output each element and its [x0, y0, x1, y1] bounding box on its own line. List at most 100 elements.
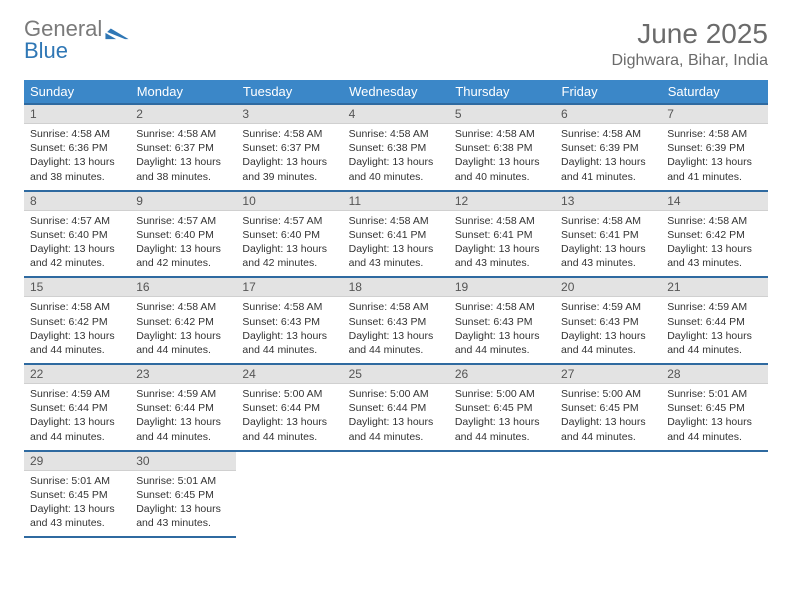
calendar-day-cell: 12Sunrise: 4:58 AMSunset: 6:41 PMDayligh… [449, 191, 555, 278]
day-number: 18 [343, 278, 449, 297]
day-number: 30 [130, 452, 236, 471]
sunset-text: Sunset: 6:40 PM [242, 228, 336, 242]
day-number: 2 [130, 105, 236, 124]
daylight-text: Daylight: 13 hours and 44 minutes. [30, 415, 124, 443]
daylight-text: Daylight: 13 hours and 44 minutes. [242, 329, 336, 357]
sunrise-text: Sunrise: 4:58 AM [136, 127, 230, 141]
day-details: Sunrise: 4:58 AMSunset: 6:38 PMDaylight:… [449, 124, 555, 190]
calendar-day-cell: 9Sunrise: 4:57 AMSunset: 6:40 PMDaylight… [130, 191, 236, 278]
sunset-text: Sunset: 6:43 PM [242, 315, 336, 329]
sunset-text: Sunset: 6:43 PM [349, 315, 443, 329]
day-details: Sunrise: 4:58 AMSunset: 6:42 PMDaylight:… [661, 211, 767, 277]
daylight-text: Daylight: 13 hours and 42 minutes. [30, 242, 124, 270]
logo-word-general: General [24, 18, 102, 40]
daylight-text: Daylight: 13 hours and 41 minutes. [561, 155, 655, 183]
daylight-text: Daylight: 13 hours and 42 minutes. [136, 242, 230, 270]
sunrise-text: Sunrise: 5:01 AM [136, 474, 230, 488]
day-details: Sunrise: 4:58 AMSunset: 6:37 PMDaylight:… [236, 124, 342, 190]
calendar-day-cell: 27Sunrise: 5:00 AMSunset: 6:45 PMDayligh… [555, 364, 661, 451]
sunset-text: Sunset: 6:45 PM [136, 488, 230, 502]
day-details: Sunrise: 4:58 AMSunset: 6:38 PMDaylight:… [343, 124, 449, 190]
sunrise-text: Sunrise: 4:59 AM [561, 300, 655, 314]
calendar-day-cell: 28Sunrise: 5:01 AMSunset: 6:45 PMDayligh… [661, 364, 767, 451]
day-details: Sunrise: 5:00 AMSunset: 6:45 PMDaylight:… [449, 384, 555, 450]
calendar-day-cell: 18Sunrise: 4:58 AMSunset: 6:43 PMDayligh… [343, 277, 449, 364]
day-number: 7 [661, 105, 767, 124]
sunrise-text: Sunrise: 4:58 AM [667, 214, 761, 228]
sunrise-text: Sunrise: 4:58 AM [455, 127, 549, 141]
day-number: 5 [449, 105, 555, 124]
day-number: 17 [236, 278, 342, 297]
sunrise-text: Sunrise: 4:58 AM [30, 300, 124, 314]
sunrise-text: Sunrise: 4:58 AM [349, 214, 443, 228]
day-details: Sunrise: 5:01 AMSunset: 6:45 PMDaylight:… [130, 471, 236, 537]
daylight-text: Daylight: 13 hours and 44 minutes. [136, 415, 230, 443]
day-number: 21 [661, 278, 767, 297]
sunrise-text: Sunrise: 4:58 AM [349, 300, 443, 314]
logo-mark-icon [104, 24, 130, 40]
calendar-day-cell: 19Sunrise: 4:58 AMSunset: 6:43 PMDayligh… [449, 277, 555, 364]
sunset-text: Sunset: 6:44 PM [242, 401, 336, 415]
sunrise-text: Sunrise: 5:01 AM [667, 387, 761, 401]
sunset-text: Sunset: 6:42 PM [667, 228, 761, 242]
logo: GeneralBlue [24, 18, 130, 62]
sunset-text: Sunset: 6:37 PM [242, 141, 336, 155]
sunset-text: Sunset: 6:45 PM [561, 401, 655, 415]
daylight-text: Daylight: 13 hours and 43 minutes. [667, 242, 761, 270]
sunset-text: Sunset: 6:42 PM [136, 315, 230, 329]
weekday-header: Thursday [449, 80, 555, 104]
day-details: Sunrise: 4:58 AMSunset: 6:42 PMDaylight:… [130, 297, 236, 363]
daylight-text: Daylight: 13 hours and 44 minutes. [136, 329, 230, 357]
sunset-text: Sunset: 6:39 PM [561, 141, 655, 155]
calendar-day-cell: 24Sunrise: 5:00 AMSunset: 6:44 PMDayligh… [236, 364, 342, 451]
calendar-day-cell: 29Sunrise: 5:01 AMSunset: 6:45 PMDayligh… [24, 451, 130, 538]
calendar-day-cell: 21Sunrise: 4:59 AMSunset: 6:44 PMDayligh… [661, 277, 767, 364]
calendar-day-cell: 17Sunrise: 4:58 AMSunset: 6:43 PMDayligh… [236, 277, 342, 364]
sunrise-text: Sunrise: 4:58 AM [455, 300, 549, 314]
day-details: Sunrise: 4:57 AMSunset: 6:40 PMDaylight:… [236, 211, 342, 277]
calendar-week-row: 15Sunrise: 4:58 AMSunset: 6:42 PMDayligh… [24, 277, 768, 364]
sunset-text: Sunset: 6:45 PM [667, 401, 761, 415]
daylight-text: Daylight: 13 hours and 43 minutes. [30, 502, 124, 530]
sunset-text: Sunset: 6:44 PM [349, 401, 443, 415]
calendar-day-cell: 20Sunrise: 4:59 AMSunset: 6:43 PMDayligh… [555, 277, 661, 364]
weekday-header: Sunday [24, 80, 130, 104]
daylight-text: Daylight: 13 hours and 38 minutes. [136, 155, 230, 183]
daylight-text: Daylight: 13 hours and 38 minutes. [30, 155, 124, 183]
calendar-day-cell: 10Sunrise: 4:57 AMSunset: 6:40 PMDayligh… [236, 191, 342, 278]
day-details: Sunrise: 4:58 AMSunset: 6:41 PMDaylight:… [343, 211, 449, 277]
calendar-week-row: 22Sunrise: 4:59 AMSunset: 6:44 PMDayligh… [24, 364, 768, 451]
calendar-day-cell: 5Sunrise: 4:58 AMSunset: 6:38 PMDaylight… [449, 104, 555, 191]
day-number: 15 [24, 278, 130, 297]
weekday-header: Wednesday [343, 80, 449, 104]
sunrise-text: Sunrise: 4:58 AM [30, 127, 124, 141]
calendar-day-cell: 6Sunrise: 4:58 AMSunset: 6:39 PMDaylight… [555, 104, 661, 191]
daylight-text: Daylight: 13 hours and 43 minutes. [561, 242, 655, 270]
day-details: Sunrise: 4:58 AMSunset: 6:39 PMDaylight:… [661, 124, 767, 190]
calendar-table: Sunday Monday Tuesday Wednesday Thursday… [24, 80, 768, 538]
calendar-day-cell: 14Sunrise: 4:58 AMSunset: 6:42 PMDayligh… [661, 191, 767, 278]
day-details: Sunrise: 4:58 AMSunset: 6:41 PMDaylight:… [555, 211, 661, 277]
day-details: Sunrise: 4:58 AMSunset: 6:36 PMDaylight:… [24, 124, 130, 190]
day-details: Sunrise: 4:59 AMSunset: 6:43 PMDaylight:… [555, 297, 661, 363]
calendar-day-cell: 3Sunrise: 4:58 AMSunset: 6:37 PMDaylight… [236, 104, 342, 191]
calendar-week-row: 29Sunrise: 5:01 AMSunset: 6:45 PMDayligh… [24, 451, 768, 538]
sunset-text: Sunset: 6:41 PM [349, 228, 443, 242]
daylight-text: Daylight: 13 hours and 39 minutes. [242, 155, 336, 183]
day-number: 29 [24, 452, 130, 471]
daylight-text: Daylight: 13 hours and 43 minutes. [455, 242, 549, 270]
day-number: 1 [24, 105, 130, 124]
calendar-week-row: 8Sunrise: 4:57 AMSunset: 6:40 PMDaylight… [24, 191, 768, 278]
sunset-text: Sunset: 6:45 PM [455, 401, 549, 415]
sunrise-text: Sunrise: 5:00 AM [242, 387, 336, 401]
day-details: Sunrise: 5:00 AMSunset: 6:44 PMDaylight:… [343, 384, 449, 450]
sunset-text: Sunset: 6:45 PM [30, 488, 124, 502]
day-number: 23 [130, 365, 236, 384]
sunset-text: Sunset: 6:40 PM [30, 228, 124, 242]
daylight-text: Daylight: 13 hours and 40 minutes. [349, 155, 443, 183]
day-number: 26 [449, 365, 555, 384]
day-details: Sunrise: 4:58 AMSunset: 6:43 PMDaylight:… [449, 297, 555, 363]
day-number: 25 [343, 365, 449, 384]
day-number: 12 [449, 192, 555, 211]
sunset-text: Sunset: 6:40 PM [136, 228, 230, 242]
